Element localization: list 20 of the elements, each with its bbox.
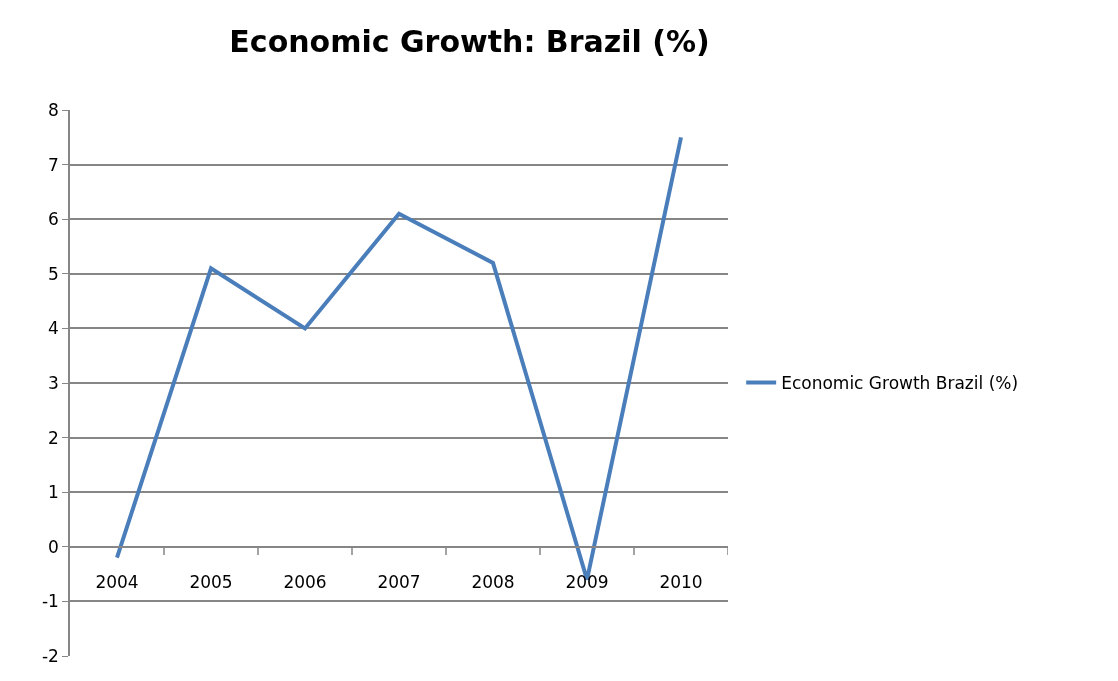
- chart-title: Economic Growth: Brazil (%): [229, 23, 710, 59]
- y-tick-label: 5: [48, 263, 59, 284]
- y-tick-label: 3: [48, 372, 59, 393]
- x-tick-label: 2007: [377, 571, 421, 592]
- x-tick-label: 2004: [95, 571, 139, 592]
- x-tick-label: 2006: [283, 571, 327, 592]
- y-tick-label: 6: [48, 209, 59, 230]
- x-tick-label: 2010: [659, 571, 703, 592]
- y-tick-label: 0: [48, 536, 59, 557]
- y-tick-label: 1: [48, 482, 59, 503]
- y-tick-label: 7: [48, 154, 59, 175]
- x-tick-label: 2005: [189, 571, 233, 592]
- y-tick-label: 8: [48, 99, 59, 120]
- y-tick-label: 4: [48, 318, 59, 339]
- x-tick-label: 2009: [565, 571, 609, 592]
- y-tick-label: 2: [48, 427, 59, 448]
- y-tick-label: -1: [41, 591, 59, 612]
- x-tick-label: 2008: [471, 571, 515, 592]
- y-tick-label: -2: [41, 645, 59, 666]
- legend-label: Economic Growth Brazil (%): [781, 373, 1019, 394]
